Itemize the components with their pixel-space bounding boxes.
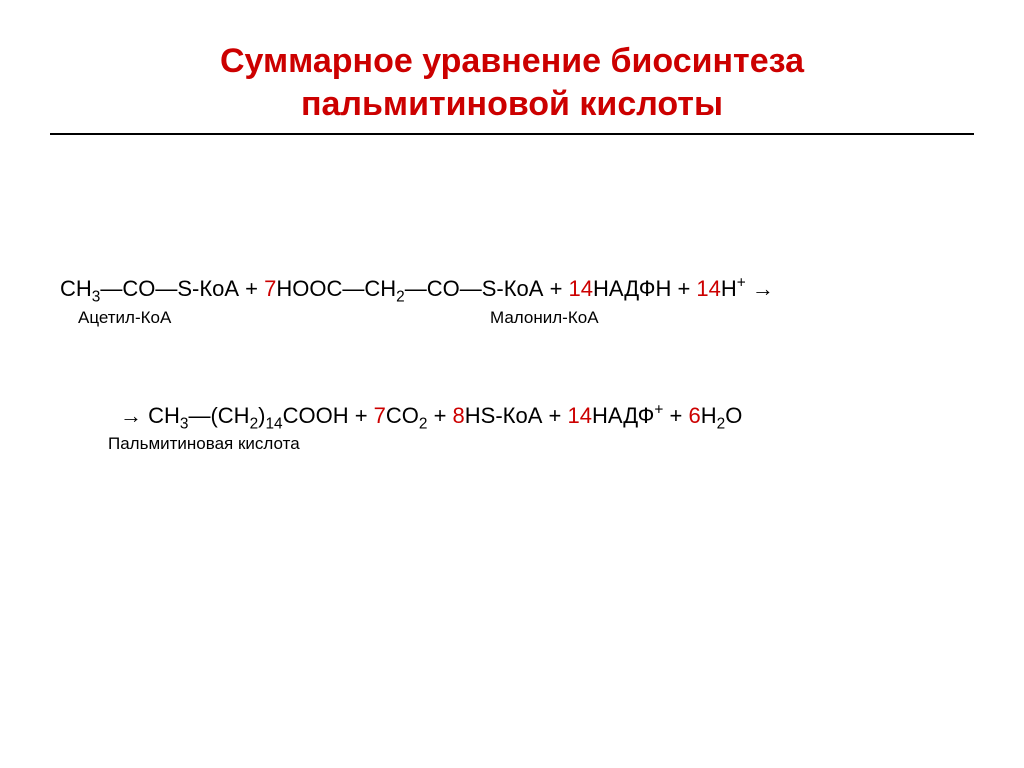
equation-term: 2: [717, 415, 726, 432]
equation-term: —CO—S-КоА +: [100, 276, 264, 301]
equation-term: 7: [264, 276, 276, 301]
equation-term: O: [725, 403, 742, 428]
slide-page: Суммарное уравнение биосинтеза пальмитин…: [0, 0, 1024, 768]
equation-term: 14: [265, 415, 282, 432]
equation-term: 6: [688, 403, 700, 428]
equation-term: +: [427, 403, 452, 428]
equation-term: CH: [60, 276, 92, 301]
equation-term: 2: [250, 415, 259, 432]
equation-term: HOOC—CH: [276, 276, 396, 301]
equation-2-labels: Пальмитиновая кислота: [60, 434, 974, 458]
title-line-1: Суммарное уравнение биосинтеза: [50, 40, 974, 83]
equation-term: HS-КоА +: [465, 403, 568, 428]
equation-term: 14: [567, 403, 591, 428]
title-underline: [50, 133, 974, 135]
equation-term: 8: [453, 403, 465, 428]
equation-term: H: [701, 403, 717, 428]
equation-1-labels: Ацетил-КоА Малонил-КоА: [60, 308, 974, 332]
equation-term: →: [746, 276, 774, 301]
equation-term: CO: [386, 403, 419, 428]
equation-term: H: [721, 276, 737, 301]
equation-term: НАДФН +: [593, 276, 696, 301]
equation-term: НАДФ: [592, 403, 654, 428]
title-block: Суммарное уравнение биосинтеза пальмитин…: [50, 40, 974, 125]
compound-label: Малонил-КоА: [490, 308, 599, 328]
equation-term: COOH +: [283, 403, 374, 428]
compound-label: Ацетил-КоА: [78, 308, 171, 328]
equation-term: +: [737, 275, 746, 292]
equation-term: → CH: [120, 403, 180, 428]
equation-term: 7: [374, 403, 386, 428]
equation-area: CH3—CO—S-КоА + 7HOOC—CH2—CO—S-КоА + 14НА…: [50, 275, 974, 458]
title-line-2: пальмитиновой кислоты: [50, 83, 974, 126]
equation-term: —CO—S-КоА +: [405, 276, 569, 301]
equation-line-1: CH3—CO—S-КоА + 7HOOC—CH2—CO—S-КоА + 14НА…: [60, 275, 974, 304]
equation-line-2: → CH3—(CH2)14COOH + 7CO2 + 8HS-КоА + 14Н…: [60, 402, 974, 431]
equation-term: —(CH: [188, 403, 249, 428]
equation-term: 14: [696, 276, 720, 301]
equation-term: 14: [569, 276, 593, 301]
equation-term: 2: [396, 288, 405, 305]
compound-label: Пальмитиновая кислота: [108, 434, 300, 454]
equation-term: +: [663, 403, 688, 428]
